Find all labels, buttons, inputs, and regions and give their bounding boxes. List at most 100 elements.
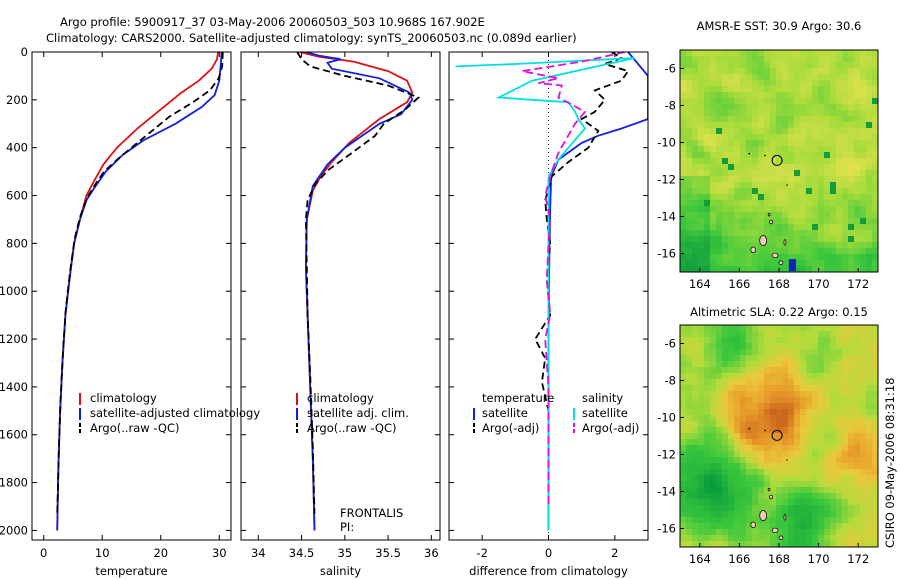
map-cell [776,349,783,356]
map-cell [758,134,765,141]
map-cell [716,457,723,464]
map-cell [716,122,723,129]
map-cell [872,146,878,153]
map-cell [782,104,789,111]
map-cell [782,260,789,267]
map-cell [806,74,813,81]
map-cell [698,98,705,105]
map-cell [716,535,723,542]
map-cell [800,349,807,356]
map-cell [686,86,693,93]
map-cell [746,62,753,69]
map-cell [812,529,819,536]
map-cell [812,92,819,99]
map-y-tick-label: -16 [657,247,676,261]
map-cell [758,176,765,183]
map-cell [692,325,699,332]
map-cell [752,421,759,428]
map-cell [818,248,825,255]
map-cell [812,355,819,362]
map-cell [818,122,825,129]
map-cell [692,152,699,159]
map-cell [698,104,705,111]
map-cell [776,355,783,362]
map-cell [836,325,843,332]
map-cell [818,493,825,500]
map-cell [830,415,837,422]
map-cell [752,535,759,542]
map-cell [770,56,777,63]
map-cell [710,487,717,494]
legend-label: climatology [307,391,374,405]
map-cell [812,134,819,141]
map-cell [800,379,807,386]
map-cell [752,134,759,141]
map-cell [824,224,831,231]
map-cell [830,535,837,542]
map-cell [716,391,723,398]
map-cell [842,439,849,446]
map-cell [836,349,843,356]
map-cell [824,505,831,512]
map-cell [710,415,717,422]
map-cell [734,74,741,81]
island-shape [767,212,771,217]
map-cell [794,116,801,123]
map-cell [758,397,765,404]
map-cell [836,415,843,422]
map-cell [836,224,843,231]
map-cell [698,194,705,201]
map-cell [770,266,777,272]
map-cell [872,212,878,219]
map-cell [704,176,711,183]
map-cell [704,379,711,386]
map-cell [686,445,693,452]
map-cell [770,415,777,422]
map-cell [866,128,873,135]
map-cell [764,511,771,518]
map-cell [836,116,843,123]
map-cell [854,421,861,428]
map-cell [698,170,705,177]
map-cell [686,481,693,488]
map-cell [758,343,765,350]
x-tick-label: 20 [153,546,168,560]
map-cell [680,254,687,261]
map-cell [722,391,729,398]
map-cell [818,200,825,207]
map-cell [722,146,729,153]
map-cell [752,230,759,237]
map-cell [854,158,861,165]
map-cell [836,80,843,87]
map-cell [782,379,789,386]
x-tick-label: 35 [338,546,353,560]
map-cell [734,535,741,542]
map-cell [824,463,831,470]
map-cell [734,158,741,165]
map-cell [758,481,765,488]
map-cell [812,50,819,57]
map-cell [716,194,723,201]
map-cell [764,439,771,446]
map-cell [788,355,795,362]
map-cell [686,62,693,69]
map-cell [704,80,711,87]
map-cell [704,242,711,249]
map-cell [764,68,771,75]
map-cell [842,409,849,416]
map-cell [830,182,837,189]
map-cell [764,397,771,404]
island-shape [783,514,787,521]
map-cell [686,379,693,386]
map-cell [704,463,711,470]
map-cell [824,325,831,332]
map-cell [764,457,771,464]
map-cell [692,535,699,542]
map-cell [848,469,855,476]
map-cell [782,367,789,374]
side-label: CSIRO 09-May-2006 08:31:18 [883,378,897,549]
map-cell [734,427,741,434]
map-cell [818,260,825,267]
map-cell [800,325,807,332]
